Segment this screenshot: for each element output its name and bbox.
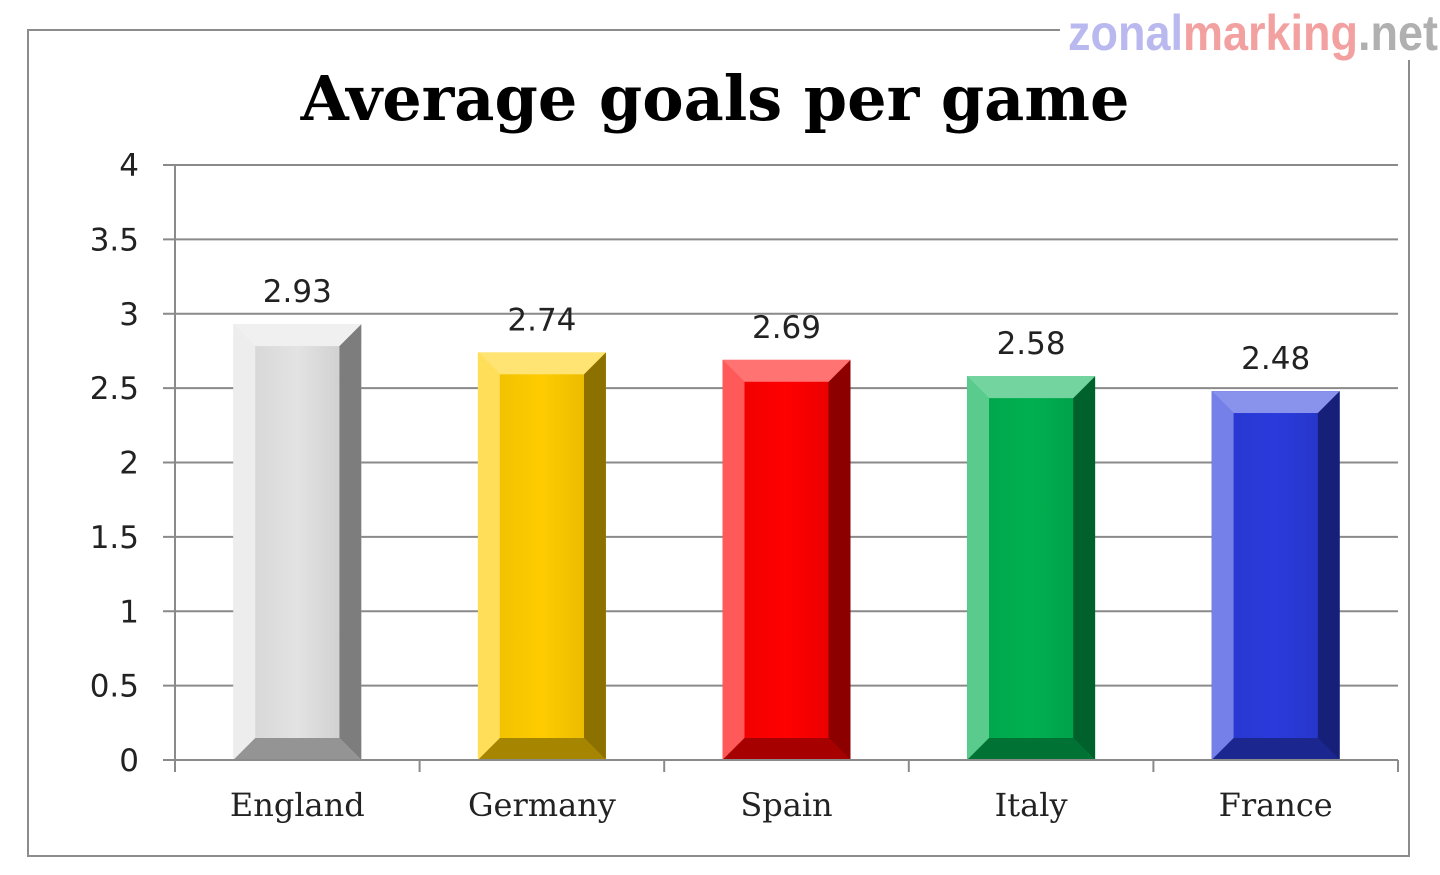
x-tick-label: Spain [740,786,832,824]
x-tick-label: France [1219,786,1333,824]
y-tick-label: 1 [119,594,139,630]
x-tick-label: England [230,786,365,824]
data-label: 2.69 [752,310,821,346]
y-tick-label: 4 [119,148,139,184]
bar-germany [478,352,606,760]
bar-spain [723,360,851,760]
y-tick-label: 1.5 [90,520,139,556]
data-label: 2.48 [1241,341,1310,377]
watermark-part-1: zonal [1068,5,1183,61]
bar-italy [967,376,1095,760]
bar-france [1212,391,1340,760]
y-tick-label: 3 [119,297,139,333]
y-tick-label: 0 [119,743,139,779]
data-label: 2.93 [263,274,332,310]
y-tick-label: 3.5 [90,222,139,258]
watermark: zonalmarking.net [1068,5,1438,61]
y-tick-label: 2 [119,446,139,482]
watermark-part-2: marking [1183,5,1358,61]
bar-england [233,324,361,760]
y-tick-label: 2.5 [90,371,139,407]
data-label: 2.58 [997,326,1066,362]
y-tick-label: 0.5 [90,669,139,705]
data-label: 2.74 [507,302,576,338]
watermark-part-3: .net [1358,5,1438,61]
x-tick-label: Germany [468,786,616,824]
x-tick-label: Italy [995,786,1068,824]
chart-title: Average goals per game [300,62,1130,135]
